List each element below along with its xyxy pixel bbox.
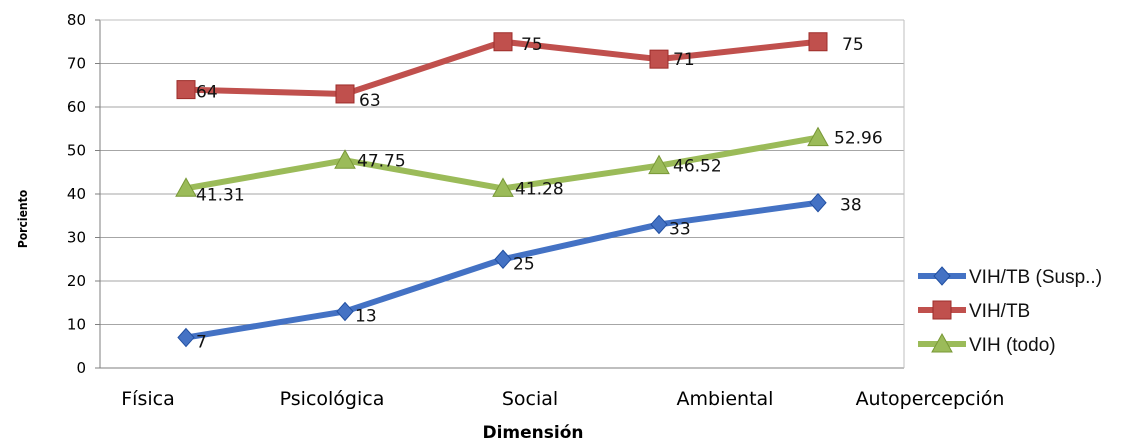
data-point-triangle: [807, 126, 829, 147]
legend-label: VIH/TB (Susp..): [969, 267, 1102, 288]
x-tick-label: Social: [502, 388, 558, 410]
data-label: 7: [196, 333, 207, 353]
series-group: [175, 32, 829, 348]
data-label: 63: [359, 91, 381, 111]
y-tick-label: 50: [67, 142, 86, 160]
data-point-triangle: [492, 177, 514, 197]
data-label: 75: [521, 35, 543, 55]
data-point-square: [176, 80, 196, 100]
data-point-diamond: [177, 327, 195, 348]
data-point-triangle: [931, 332, 953, 353]
x-tick-label: Autopercepción: [856, 388, 1005, 410]
data-point-diamond: [336, 301, 354, 322]
data-label: 64: [196, 83, 218, 103]
data-point-square: [808, 32, 828, 52]
grid-lines: [100, 19, 904, 325]
y-tick-label: 60: [67, 98, 86, 116]
data-label: 75: [842, 35, 864, 55]
data-label: 41.31: [196, 185, 245, 205]
data-point-triangle: [175, 177, 197, 197]
axes: [95, 19, 905, 369]
legend-label: VIH/TB: [969, 301, 1030, 322]
data-point-diamond: [650, 214, 668, 235]
data-point-square: [932, 300, 952, 320]
x-axis-title: Dimensión: [482, 423, 583, 442]
data-label: 41.28: [515, 179, 564, 199]
data-label: 25: [513, 254, 535, 274]
x-tick-label: Psicológica: [280, 388, 385, 410]
x-tick-label: Ambiental: [677, 388, 774, 410]
data-point-square: [649, 49, 669, 69]
data-label: 47.75: [357, 151, 406, 171]
data-label: 38: [840, 196, 862, 216]
data-point-diamond: [933, 266, 951, 286]
legend-label: VIH (todo): [969, 335, 1056, 356]
legend: VIH/TB (Susp..) VIH/TB VIH (todo): [918, 266, 1102, 356]
series-line-1: [183, 199, 821, 341]
data-point-square: [335, 84, 355, 104]
data-point-triangle: [648, 154, 670, 175]
data-label: 71: [673, 50, 695, 70]
data-label: 13: [355, 306, 377, 326]
data-point-diamond: [809, 192, 827, 213]
y-tick-label: 80: [67, 11, 86, 29]
y-tick-label: 0: [76, 359, 86, 377]
y-tick-label: 30: [67, 229, 86, 247]
data-label: 52.96: [834, 129, 883, 149]
y-tick-labels: 0 10 20 30 40 50 60 70 80: [67, 11, 86, 377]
y-tick-label: 10: [67, 316, 86, 334]
data-point-square: [493, 32, 513, 52]
y-axis-title: Porciento: [16, 190, 30, 248]
y-tick-label: 70: [67, 55, 86, 73]
x-tick-labels: Física Psicológica Social Ambiental Autoperc…: [121, 388, 1004, 410]
y-tick-label: 20: [67, 272, 86, 290]
y-tick-label: 40: [67, 185, 86, 203]
data-point-triangle: [334, 149, 356, 169]
data-point-diamond: [494, 249, 512, 270]
data-label: 33: [669, 219, 691, 239]
data-labels: 7 13 25 33 38 64 63 75 71 75 41.31 47.75 41.28 46.52 5…: [196, 35, 883, 353]
data-label: 46.52: [673, 157, 722, 177]
x-tick-label: Física: [121, 388, 174, 410]
